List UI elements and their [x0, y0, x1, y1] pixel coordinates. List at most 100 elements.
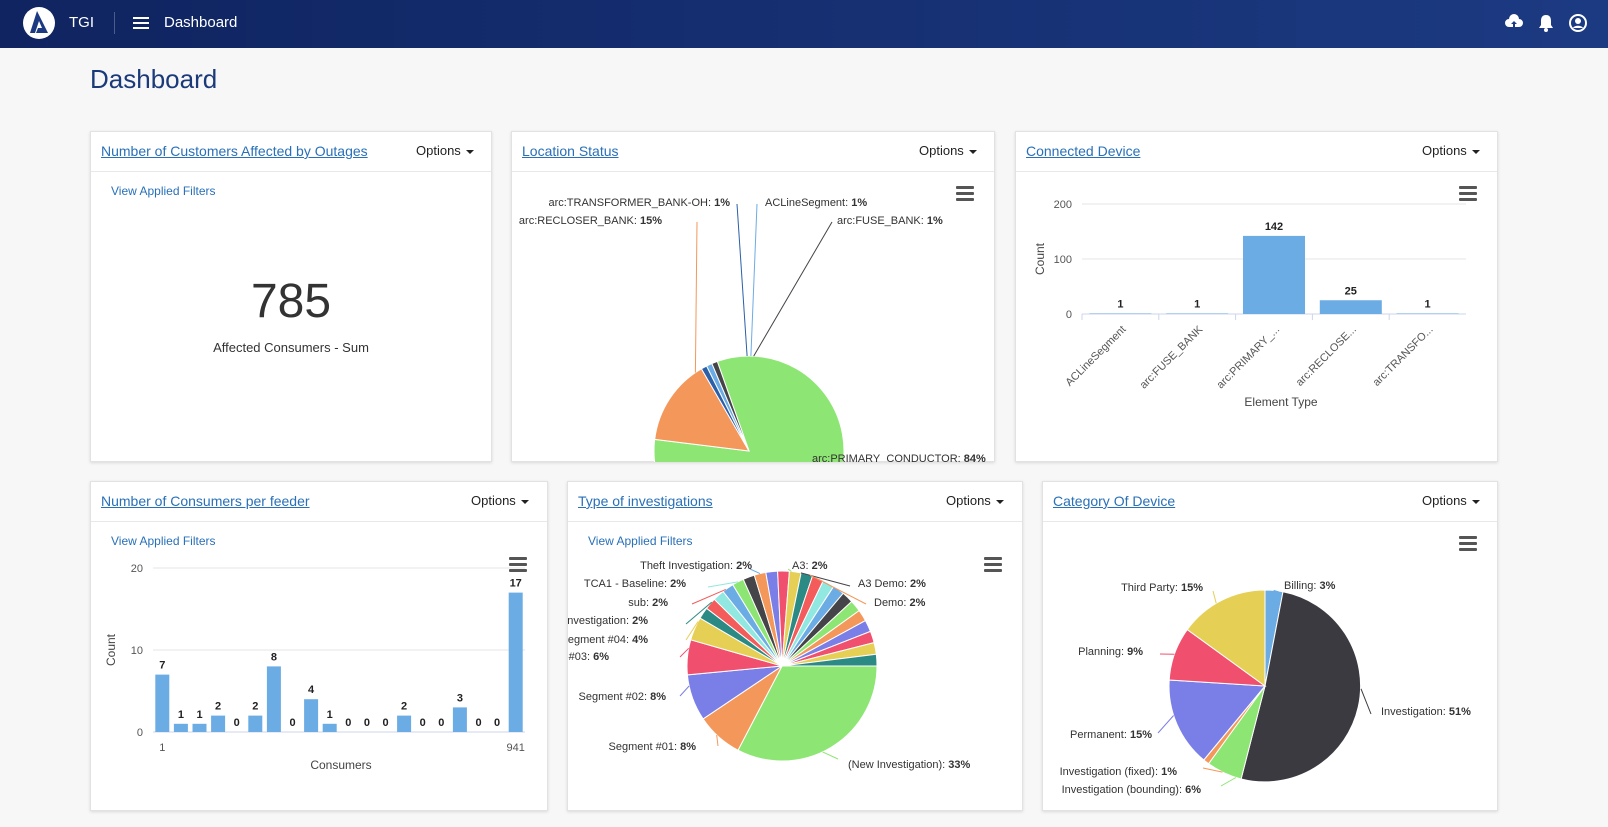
pie-slice [1186, 589, 1266, 687]
breadcrumb: Dashboard [164, 14, 238, 31]
pie-data-label: arc:TRANSFORMER_BANK-OH: 1% [548, 197, 730, 209]
options-label: Options [1422, 143, 1467, 158]
menu-icon[interactable] [132, 14, 150, 32]
pie-connector [679, 685, 690, 697]
pie-connector [685, 621, 699, 641]
kpi-caption: Affected Consumers - Sum [213, 340, 369, 355]
card-title-link[interactable]: Number of Consumers per feeder [101, 493, 310, 509]
pie-connector [800, 572, 851, 587]
x-tick-label: arc:RECLOSE... [1294, 324, 1359, 389]
pie-data-label: ACLineSegment: 1% [765, 197, 867, 209]
bar-value-label: 1 [1425, 298, 1431, 310]
bar [266, 666, 281, 732]
view-applied-filters-link[interactable]: View Applied Filters [588, 534, 693, 548]
pie-connector [707, 581, 738, 588]
brand-name: TGI [69, 14, 94, 31]
chart-menu-icon[interactable] [956, 186, 974, 202]
bar-value-label: 1 [178, 709, 184, 721]
x-tick-label: arc:FUSE_BANK [1138, 323, 1206, 391]
pie-connector [750, 203, 758, 357]
options-label: Options [946, 493, 991, 508]
caret-down-icon [995, 499, 1004, 504]
bar [1166, 313, 1229, 314]
chart-menu-icon[interactable] [1459, 536, 1477, 552]
pie-data-label: Segment #04: 4% [568, 634, 648, 646]
investigations-pie-chart: (New Investigation): 33% Segment #01: 8% S… [568, 560, 971, 771]
chart-menu-icon[interactable] [1459, 186, 1477, 202]
card-title-link[interactable]: Connected Device [1026, 143, 1141, 159]
pie-data-label: arc:PRIMARY_CONDUCTOR: 84% [812, 453, 986, 462]
pie-connector [1157, 715, 1174, 734]
card-title-link[interactable]: Category Of Device [1053, 493, 1176, 509]
options-dropdown[interactable]: Options [946, 493, 1004, 508]
view-applied-filters-link[interactable]: View Applied Filters [111, 184, 216, 198]
pie-data-label: Segment #03: 6% [568, 651, 609, 663]
caret-down-icon [1471, 149, 1480, 154]
x-axis-title: Element Type [1244, 395, 1317, 409]
bar [508, 592, 523, 732]
pie-connector [694, 221, 698, 373]
bar [1319, 300, 1382, 314]
bar [248, 715, 263, 732]
pie-data-label: A3 Demo: 2% [858, 578, 926, 590]
view-applied-filters-link[interactable]: View Applied Filters [111, 534, 216, 548]
caret-down-icon [1471, 499, 1480, 504]
options-dropdown[interactable]: Options [1422, 143, 1480, 158]
caret-down-icon [465, 149, 474, 154]
pie-connector [1360, 688, 1372, 715]
chart-menu-icon[interactable] [509, 557, 527, 573]
card-header: Number of Consumers per feeder Options [91, 482, 547, 522]
pie-connector [753, 221, 833, 357]
options-dropdown[interactable]: Options [471, 493, 529, 508]
card-header: Number of Customers Affected by Outages … [91, 132, 491, 172]
bar-value-label: 0 [494, 717, 500, 729]
options-dropdown[interactable]: Options [919, 143, 977, 158]
bar [1396, 313, 1459, 314]
pie-connector [716, 734, 719, 747]
options-label: Options [416, 143, 461, 158]
options-dropdown[interactable]: Options [416, 143, 474, 158]
bar-value-label: 2 [401, 701, 407, 713]
x-tick-label: arc:TRANSFO... [1371, 324, 1436, 389]
bar [397, 715, 412, 732]
bar [1089, 313, 1152, 314]
category-device-pie-chart: Billing: 3% Investigation: 51% Investigati… [1060, 580, 1472, 796]
pie-data-label: arc:FUSE_BANK: 1% [837, 215, 943, 227]
caret-down-icon [968, 149, 977, 154]
y-tick-label: 10 [131, 645, 143, 657]
bar [304, 699, 319, 732]
pie-connector [679, 647, 690, 658]
y-tick-label: 0 [137, 727, 143, 739]
card-title-link[interactable]: Location Status [522, 143, 619, 159]
bar-value-label: 25 [1345, 285, 1357, 297]
pie-slice [1168, 679, 1267, 761]
pie-data-label: Segment #01: 8% [609, 741, 697, 753]
consumers-per-feeder-card: Number of Consumers per feeder Options V… [90, 481, 548, 811]
connected-device-bar-chart: 0 100 200 1 1 142 25 1 ACLineSegment arc:FUSE_BAN… [1033, 199, 1466, 409]
pie-connector [736, 203, 748, 357]
card-title-link[interactable]: Number of Customers Affected by Outages [101, 143, 368, 159]
bar-value-label: 4 [308, 684, 315, 696]
card-title-link[interactable]: Type of investigations [578, 493, 713, 509]
chart-menu-icon[interactable] [984, 557, 1002, 573]
notification-bell-icon[interactable] [1536, 13, 1556, 33]
options-dropdown[interactable]: Options [1422, 493, 1480, 508]
user-account-icon[interactable] [1568, 13, 1588, 33]
tgi-logo-icon[interactable] [22, 6, 56, 40]
x-tick-label: 941 [507, 742, 525, 754]
bar-value-label: 0 [475, 717, 481, 729]
bar-value-label: 8 [271, 651, 277, 663]
options-label: Options [919, 143, 964, 158]
pie-slice [711, 360, 750, 452]
pie-data-label: Theft Investigation: 2% [640, 560, 752, 572]
bar-value-label: 1 [1117, 298, 1123, 310]
upload-icon[interactable] [1504, 13, 1524, 33]
pie-data-label: (New Investigation): 33% [848, 759, 971, 771]
bar [452, 707, 467, 732]
card-header: Category Of Device Options [1043, 482, 1497, 522]
bar-value-label: 142 [1265, 221, 1283, 233]
pie-data-label: Demo: 2% [874, 597, 926, 609]
category-device-card: Category Of Device Options Billing: 3% In… [1042, 481, 1498, 811]
pie-connector [685, 601, 713, 625]
